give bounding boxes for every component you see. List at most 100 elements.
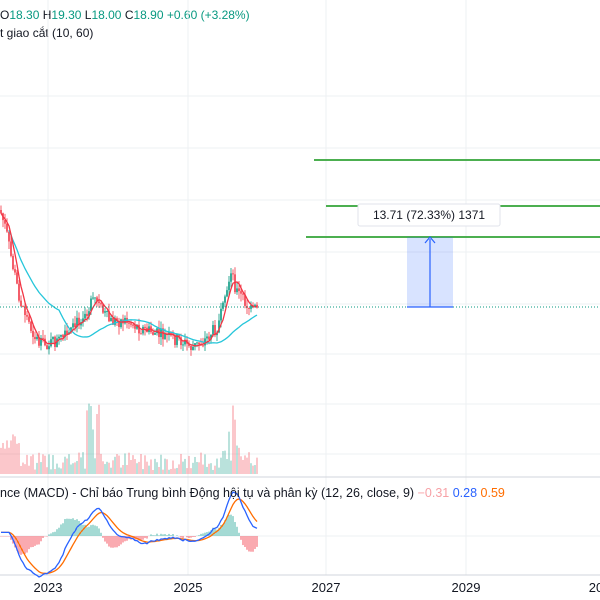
price-range-measure[interactable]: 13.71 (72.33%) 1371 <box>357 203 501 308</box>
macd-title: nce (MACD) - Chỉ báo Trung bình Động hội… <box>0 486 415 500</box>
macd-histogram-bar <box>230 514 232 536</box>
volume-bar <box>40 462 42 474</box>
candle-body <box>236 288 238 293</box>
macd-signal-line[interactable] <box>1 498 258 575</box>
volume-bar <box>138 461 140 474</box>
ma-slow-line[interactable] <box>8 229 258 344</box>
macd-histogram-bar <box>114 536 116 548</box>
x-axis-label-2029: 2029 <box>451 580 481 595</box>
ohlc-close-value: 18.90 <box>133 8 164 22</box>
volume-bar <box>194 456 196 474</box>
x-axis-label-2023: 2023 <box>33 580 63 595</box>
candle-body <box>224 296 226 303</box>
macd-histogram-bar <box>52 532 54 536</box>
candle-body <box>230 273 232 282</box>
candle-body <box>0 210 2 214</box>
candle-body <box>72 323 74 328</box>
volume-bar <box>166 459 168 474</box>
macd-histogram-bar <box>150 534 152 536</box>
ma-cross-legend[interactable]: t giao cắt (10, 60) <box>0 26 93 40</box>
volume-bar <box>148 465 150 474</box>
volume-bar <box>2 442 4 474</box>
volume-bar <box>96 414 98 474</box>
candle-body <box>78 317 80 326</box>
macd-histogram-bar <box>64 519 66 536</box>
macd-histogram-bar <box>14 536 16 548</box>
macd-histogram-bar <box>226 516 228 536</box>
macd-line[interactable] <box>1 491 258 578</box>
macd-legend[interactable]: nce (MACD) - Chỉ báo Trung bình Động hội… <box>0 486 505 500</box>
volume-bar <box>24 464 26 474</box>
macd-histogram-bar <box>100 532 102 536</box>
macd-histogram-bar <box>152 535 154 536</box>
candle-body <box>30 321 32 331</box>
candle-body <box>154 333 156 335</box>
ma-fast-line[interactable] <box>0 212 258 347</box>
macd-histogram-bar <box>2 536 4 537</box>
volume-bar <box>140 454 142 474</box>
volume-bar <box>246 457 248 474</box>
candle-body <box>56 338 58 347</box>
macd-histogram-bar <box>228 514 230 536</box>
volume-bar <box>210 463 212 474</box>
candle-body <box>210 334 212 340</box>
candle-body <box>198 342 200 345</box>
candle-body <box>36 336 38 340</box>
candle-body <box>84 313 86 319</box>
macd-histogram-bar <box>154 535 156 536</box>
macd-histogram-bar <box>70 518 72 536</box>
macd-histogram-bar <box>212 527 214 536</box>
candle-body <box>54 336 56 347</box>
macd-histogram-bar <box>202 533 204 536</box>
macd-histogram-bar <box>96 526 98 536</box>
volume-bar <box>6 440 8 474</box>
candle-body <box>134 325 136 329</box>
volume-bar <box>102 461 104 474</box>
candle-body <box>252 305 254 307</box>
candle-body <box>138 324 140 334</box>
macd-histogram-bar <box>170 535 172 536</box>
candle-body <box>26 315 28 317</box>
macd-histogram-bar <box>94 525 96 536</box>
macd-histogram-bar <box>194 536 196 537</box>
volume-bar <box>58 467 60 474</box>
macd-histogram-bar <box>62 523 64 536</box>
volume-bar <box>222 451 224 474</box>
candle-body <box>20 300 22 307</box>
macd-histogram-bar <box>120 536 122 545</box>
candle-body <box>174 334 176 345</box>
volume-bar <box>154 458 156 474</box>
candle-body <box>184 339 186 345</box>
macd-histogram-bar <box>46 536 48 537</box>
candle-body <box>128 322 130 324</box>
macd-histogram-bar <box>222 524 224 536</box>
macd-histogram-bar <box>36 536 38 545</box>
volume-bar <box>164 458 166 474</box>
macd-histogram-bar <box>90 525 92 536</box>
candle-body <box>222 302 224 309</box>
macd-histogram-bar <box>224 520 226 536</box>
volume-bar <box>168 469 170 474</box>
x-axis-label-next: 20 <box>588 580 600 595</box>
volume-bar <box>244 455 246 474</box>
volume-bar <box>72 463 74 474</box>
candle-body <box>94 297 96 299</box>
candlesticks <box>0 205 258 356</box>
candle-body <box>196 342 198 344</box>
candle-body <box>178 334 180 338</box>
volume-bar <box>94 458 96 474</box>
volume-bar <box>42 454 44 474</box>
volume-bar <box>208 463 210 474</box>
candle-body <box>4 220 6 224</box>
macd-histogram-bar <box>256 536 258 547</box>
volume-bar <box>92 429 94 474</box>
macd-histogram-bar <box>140 536 142 541</box>
measure-arrow-head <box>424 236 436 244</box>
candle-body <box>140 333 142 335</box>
candle-body <box>60 334 62 337</box>
volume-bar <box>114 456 116 474</box>
candle-body <box>228 281 230 291</box>
candle-body <box>112 317 114 325</box>
macd-histogram-bar <box>106 536 108 544</box>
